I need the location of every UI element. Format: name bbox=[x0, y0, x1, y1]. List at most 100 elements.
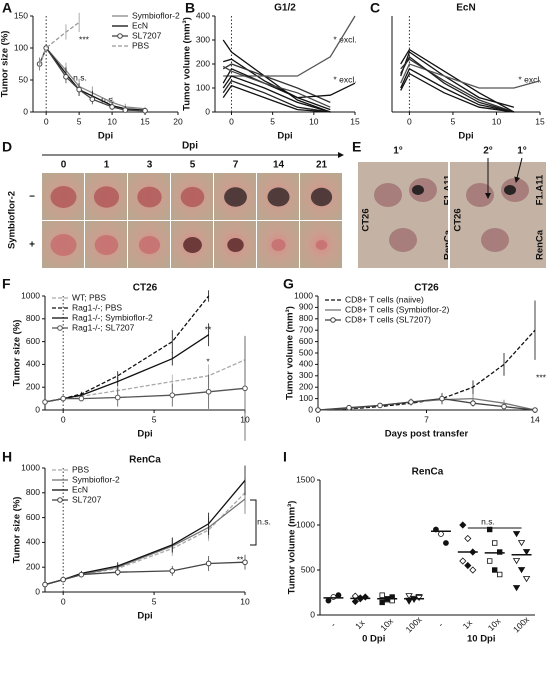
x-tick-label: 10 bbox=[309, 116, 319, 126]
x-axis-label: Dpi bbox=[137, 611, 152, 622]
dot bbox=[415, 595, 423, 602]
x-tick-label: 5 bbox=[451, 116, 456, 126]
row-label: + bbox=[29, 240, 35, 251]
panel-label: F bbox=[2, 276, 11, 292]
column-label: 14 bbox=[273, 160, 285, 171]
series-line bbox=[222, 84, 331, 113]
tumor bbox=[93, 186, 120, 208]
dot bbox=[351, 597, 359, 606]
annotation: n.s. bbox=[257, 516, 271, 526]
data-point bbox=[63, 74, 69, 80]
series-line bbox=[38, 21, 80, 65]
x-tick-label: 100x bbox=[511, 614, 532, 635]
annotation: n.s. bbox=[101, 94, 115, 104]
x-axis-label: Dpi bbox=[137, 429, 152, 440]
chart-title: EcN bbox=[456, 3, 475, 14]
dot bbox=[496, 571, 503, 578]
chart-title: RenCa bbox=[412, 467, 444, 478]
x-tick-label: 5 bbox=[270, 116, 275, 126]
x-axis-label: Days post transfer bbox=[385, 429, 469, 440]
dot bbox=[491, 540, 498, 546]
x-tick-label: 10 bbox=[240, 596, 250, 606]
x-tick-label: 5 bbox=[77, 116, 82, 126]
x-tick-label: 0 bbox=[44, 116, 49, 126]
panel-label: H bbox=[2, 449, 12, 465]
y-tick-label: 0 bbox=[35, 404, 40, 414]
annotation: *** bbox=[79, 34, 90, 44]
data-point bbox=[76, 86, 82, 93]
tumor-core bbox=[412, 185, 424, 195]
panel-label: I bbox=[283, 449, 287, 465]
y-axis-label: Tumor volume (mm³) bbox=[285, 306, 296, 400]
axis-title: Dpi bbox=[182, 141, 198, 152]
tumor bbox=[224, 187, 247, 207]
legend-label: Rag1-/-; SL7207 bbox=[72, 322, 135, 332]
panel-label: G bbox=[283, 276, 294, 292]
y-tick-label: 100 bbox=[299, 393, 313, 403]
data-point bbox=[532, 407, 538, 413]
tumor-label: CT26 bbox=[361, 208, 372, 231]
data-point bbox=[439, 395, 445, 402]
x-tick-label: 1x bbox=[461, 617, 475, 631]
column-label: 21 bbox=[316, 160, 328, 171]
tumor bbox=[138, 236, 161, 254]
panel-label: C bbox=[370, 0, 380, 16]
data-point bbox=[346, 404, 352, 411]
column-label: 3 bbox=[147, 160, 153, 171]
data-point bbox=[42, 581, 48, 588]
data-point bbox=[242, 385, 248, 392]
data-point bbox=[242, 559, 248, 566]
x-tick-label: - bbox=[328, 620, 337, 629]
y-tick-label: 0 bbox=[35, 586, 40, 596]
y-tick-label: 100 bbox=[14, 42, 28, 52]
y-tick-label: 800 bbox=[299, 313, 313, 323]
tumor bbox=[374, 183, 402, 207]
row-group-label: Symbioflor-2 bbox=[7, 191, 18, 249]
legend-label: PBS bbox=[72, 464, 89, 474]
site-label: 1° bbox=[517, 146, 527, 157]
y-tick-label: 800 bbox=[26, 487, 40, 497]
column-label: 7 bbox=[233, 160, 239, 171]
dot bbox=[486, 558, 493, 564]
chart-title: G1/2 bbox=[274, 3, 296, 14]
row-label: − bbox=[29, 192, 35, 203]
data-point bbox=[60, 576, 66, 583]
data-point bbox=[109, 104, 115, 110]
legend-label: CD8+ T cells (Symbioflor-2) bbox=[345, 304, 449, 314]
significance-bracket bbox=[250, 499, 257, 546]
series-line bbox=[44, 334, 209, 403]
dot bbox=[405, 593, 413, 600]
y-tick-label: 600 bbox=[26, 336, 40, 346]
y-axis-label: Tumor size (%) bbox=[12, 497, 23, 564]
data-point bbox=[501, 403, 507, 410]
x-tick-label: - bbox=[436, 620, 445, 629]
y-axis-label: Tumor size (%) bbox=[0, 31, 11, 98]
site-label: 2° bbox=[483, 146, 493, 157]
data-point bbox=[114, 569, 121, 575]
data-point bbox=[169, 392, 176, 398]
y-axis-label: Tumor volume (mm³) bbox=[182, 17, 193, 111]
y-tick-label: 500 bbox=[301, 564, 315, 574]
dot bbox=[335, 592, 342, 599]
data-point bbox=[205, 388, 212, 395]
group-label: 0 Dpi bbox=[362, 634, 385, 645]
tumor bbox=[267, 187, 290, 207]
data-point bbox=[205, 560, 212, 567]
tumor bbox=[50, 234, 77, 256]
y-tick-label: 0 bbox=[308, 404, 313, 414]
dot bbox=[512, 558, 521, 565]
site-label: 1° bbox=[393, 146, 403, 157]
legend-label: EcN bbox=[132, 20, 148, 30]
dot bbox=[522, 549, 531, 556]
y-tick-label: 400 bbox=[26, 537, 40, 547]
dot bbox=[512, 531, 521, 538]
y-tick-label: 800 bbox=[26, 313, 40, 323]
tumor bbox=[271, 239, 286, 251]
x-tick-label: 20 bbox=[173, 116, 183, 126]
series-line bbox=[223, 58, 331, 111]
y-tick-label: 1000 bbox=[296, 519, 315, 529]
dot bbox=[325, 597, 332, 604]
x-tick-label: 10x bbox=[378, 616, 395, 633]
panel-label: D bbox=[2, 139, 12, 155]
